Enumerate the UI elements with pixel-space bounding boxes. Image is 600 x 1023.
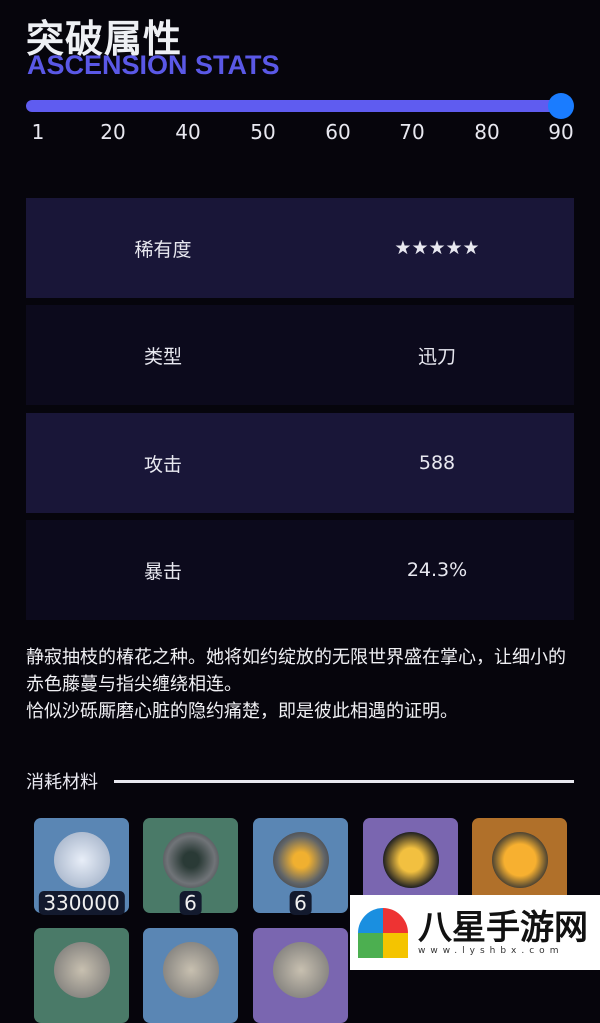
material-icon	[163, 942, 219, 998]
stat-row-crit: 暴击 24.3%	[26, 520, 574, 620]
page-subtitle: ASCENSION STATS	[27, 50, 280, 80]
material-item[interactable]	[253, 928, 348, 1023]
stat-value: 迅刀	[417, 345, 456, 368]
level-tick[interactable]: 60	[325, 120, 351, 144]
level-slider-track[interactable]	[26, 100, 564, 112]
ore-gold-icon	[273, 832, 329, 888]
level-tick[interactable]: 50	[250, 120, 276, 144]
material-item[interactable]: 6	[253, 818, 348, 915]
material-item[interactable]: 330000	[34, 818, 129, 915]
material-count: 6	[289, 891, 312, 915]
level-tick[interactable]: 20	[100, 120, 126, 144]
stat-row-type: 类型 迅刀	[26, 305, 574, 405]
stat-label: 类型	[143, 345, 182, 368]
materials-heading-label: 消耗材料	[26, 772, 98, 793]
material-count: 6	[179, 891, 202, 915]
stat-value: 588	[418, 452, 456, 474]
stat-row-attack: 攻击 588	[26, 413, 574, 513]
materials-heading: 消耗材料	[26, 768, 574, 794]
watermark-url: www.lyshbx.com	[418, 945, 564, 956]
level-slider-thumb[interactable]	[548, 93, 574, 119]
material-icon	[54, 942, 110, 998]
level-tick[interactable]: 40	[175, 120, 201, 144]
coin-icon	[54, 832, 110, 888]
description-line: 静寂抽枝的椿花之种。她将如约绽放的无限世界盛在掌心，让细小的赤色藤蔓与指尖缠绕相…	[26, 647, 566, 695]
stat-label: 暴击	[143, 560, 182, 583]
page-title: 突破属性	[26, 17, 183, 61]
watermark-logo-icon	[358, 907, 408, 958]
orb-gold-icon	[383, 832, 439, 888]
description-line: 恰似沙砾厮磨心脏的隐约痛楚，即是彼此相遇的证明。	[26, 701, 458, 722]
watermark: 八星手游网 www.lyshbx.com	[350, 895, 600, 970]
material-item[interactable]	[143, 928, 238, 1023]
level-tick[interactable]: 90	[548, 120, 574, 144]
stat-row-rarity: 稀有度 ★★★★★	[26, 198, 574, 298]
description: 静寂抽枝的椿花之种。她将如约绽放的无限世界盛在掌心，让细小的赤色藤蔓与指尖缠绕相…	[26, 644, 576, 725]
stat-value: ★★★★★	[394, 237, 480, 259]
orb-gold-large-icon	[492, 832, 548, 888]
material-item[interactable]	[34, 928, 129, 1023]
material-icon	[273, 942, 329, 998]
level-tick[interactable]: 80	[474, 120, 500, 144]
level-tick[interactable]: 1	[31, 120, 45, 144]
stat-value: 24.3%	[406, 559, 468, 581]
material-item[interactable]: 6	[143, 818, 238, 915]
divider	[114, 779, 574, 783]
stat-label: 稀有度	[134, 238, 192, 261]
level-tick[interactable]: 70	[399, 120, 425, 144]
watermark-name: 八星手游网	[418, 907, 588, 948]
ore-dark-icon	[163, 832, 219, 888]
material-count: 330000	[38, 891, 125, 915]
stat-label: 攻击	[143, 453, 182, 476]
